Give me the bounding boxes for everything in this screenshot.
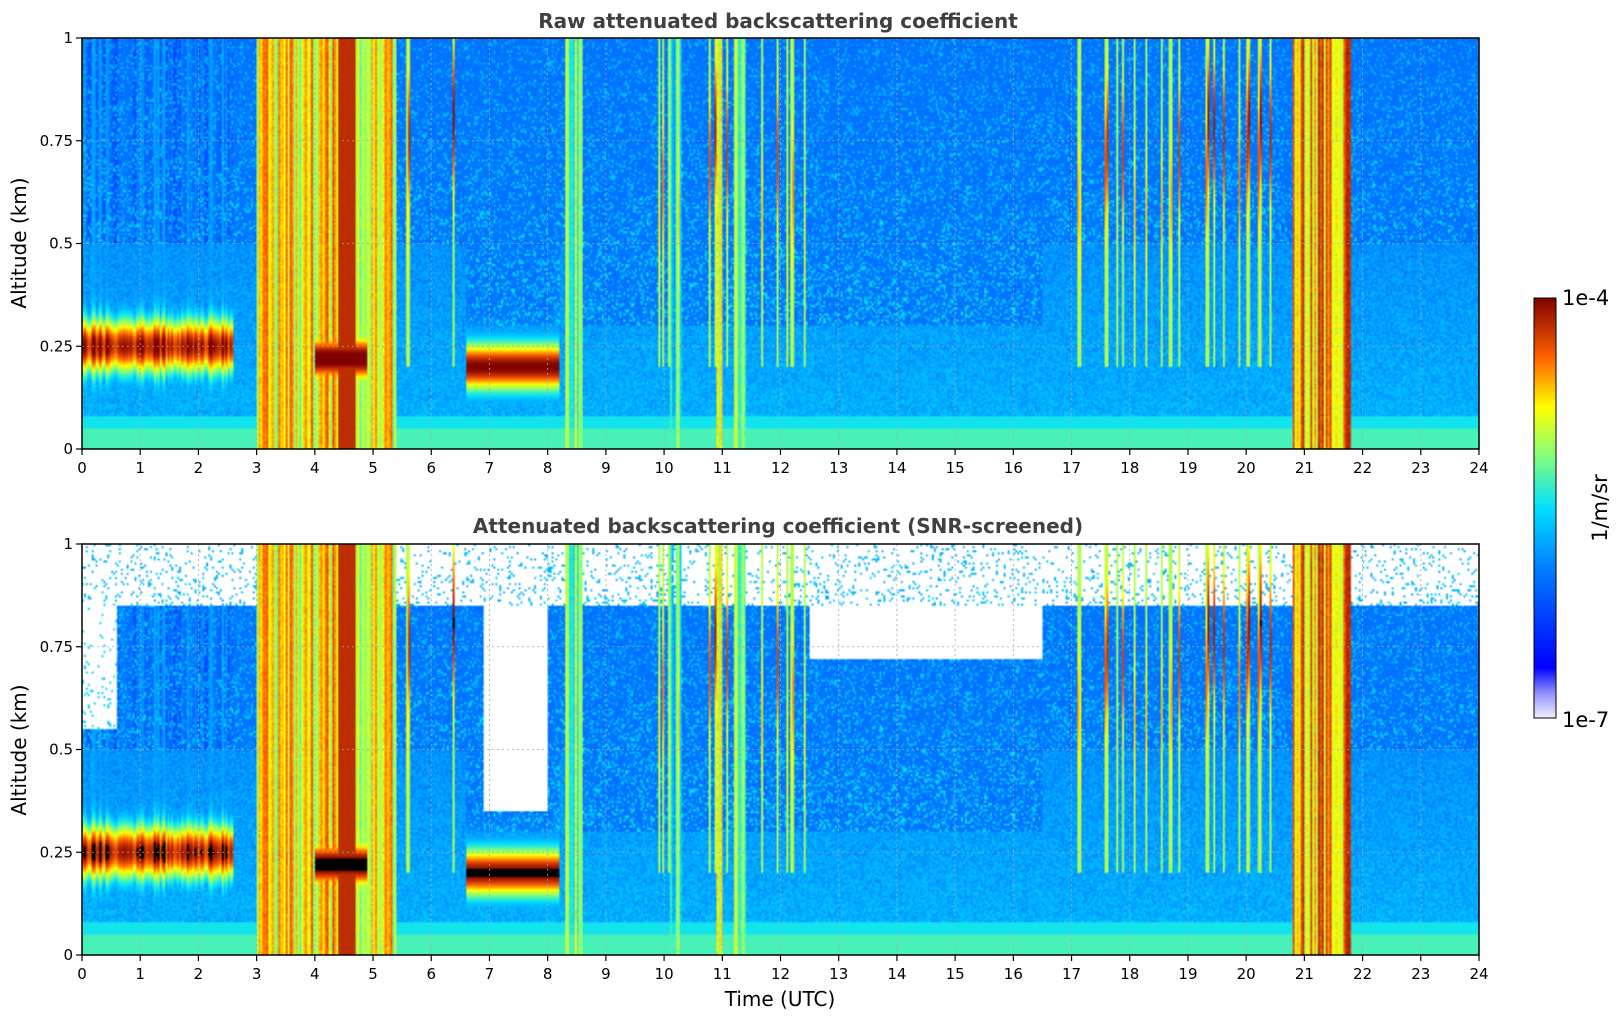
panel-raw: Raw attenuated backscattering coefficien…	[7, 9, 1489, 477]
x-tick-label: 21	[1295, 459, 1314, 477]
x-tick-label: 8	[543, 965, 553, 983]
x-tick-label: 19	[1178, 965, 1197, 983]
x-tick-label: 2	[194, 459, 204, 477]
x-tick-label: 22	[1353, 965, 1372, 983]
y-axis-label: Altitude (km)	[7, 177, 31, 308]
x-tick-label: 5	[368, 459, 378, 477]
x-tick-label: 19	[1178, 459, 1197, 477]
x-axis-label: Time (UTC)	[724, 987, 836, 1011]
y-tick-label: 0	[63, 946, 73, 964]
x-tick-label: 20	[1237, 459, 1256, 477]
x-tick-label: 4	[310, 965, 320, 983]
x-tick-label: 5	[368, 965, 378, 983]
x-tick-label: 12	[771, 459, 790, 477]
x-tick-label: 2	[194, 965, 204, 983]
x-tick-label: 7	[485, 459, 495, 477]
x-tick-label: 11	[713, 965, 732, 983]
x-tick-label: 24	[1469, 459, 1488, 477]
x-tick-label: 4	[310, 459, 320, 477]
y-tick-label: 0.25	[40, 337, 73, 355]
x-tick-label: 23	[1411, 459, 1430, 477]
x-tick-label: 7	[485, 965, 495, 983]
x-tick-label: 0	[77, 965, 87, 983]
x-tick-label: 15	[946, 459, 965, 477]
y-tick-label: 0.5	[49, 741, 73, 759]
y-tick-label: 0.75	[40, 132, 73, 150]
y-tick-label: 0.75	[40, 638, 73, 656]
x-tick-label: 1	[135, 965, 145, 983]
x-tick-label: 10	[655, 459, 674, 477]
y-tick-label: 1	[63, 535, 73, 553]
x-tick-label: 6	[426, 965, 436, 983]
x-tick-label: 15	[946, 965, 965, 983]
panel-title: Raw attenuated backscattering coefficien…	[538, 9, 1018, 33]
x-ticks: 0 1 2 3 4 5 6 7 8 9 10 11 12 13 14 15 16 17 18 19 20 21 22 23 24	[77, 955, 1489, 983]
x-tick-label: 16	[1004, 459, 1023, 477]
y-ticks: 0 0.25 0.5 0.75 1	[40, 535, 82, 964]
x-ticks: 0 1 2 3 4 5 6 7 8 9 10 11 12 13 14 15 16 17 18 19 20 21 22 23 24	[77, 449, 1489, 477]
x-tick-label: 10	[655, 965, 674, 983]
y-tick-label: 1	[63, 29, 73, 47]
x-tick-label: 3	[252, 965, 262, 983]
x-tick-label: 23	[1411, 965, 1430, 983]
x-tick-label: 24	[1469, 965, 1488, 983]
panel-title: Attenuated backscattering coefficient (S…	[473, 514, 1083, 538]
y-axis-label: Altitude (km)	[7, 684, 31, 815]
x-tick-label: 9	[601, 459, 611, 477]
x-tick-label: 21	[1295, 965, 1314, 983]
x-tick-label: 14	[887, 459, 906, 477]
y-ticks: 0 0.25 0.5 0.75 1	[40, 29, 82, 458]
y-tick-label: 0.25	[40, 843, 73, 861]
x-tick-label: 13	[829, 459, 848, 477]
x-tick-label: 18	[1120, 965, 1139, 983]
panel-screened: Attenuated backscattering coefficient (S…	[7, 514, 1489, 1011]
x-tick-label: 6	[426, 459, 436, 477]
x-tick-label: 11	[713, 459, 732, 477]
x-tick-label: 16	[1004, 965, 1023, 983]
colorbar-max-label: 1e-4	[1562, 286, 1609, 310]
x-tick-label: 0	[77, 459, 87, 477]
colorbar-gradient	[1533, 297, 1557, 719]
x-tick-label: 3	[252, 459, 262, 477]
x-tick-label: 17	[1062, 965, 1081, 983]
x-tick-label: 18	[1120, 459, 1139, 477]
colorbar-unit-label: 1/m/sr	[1588, 474, 1612, 542]
x-tick-label: 8	[543, 459, 553, 477]
colorbar-min-label: 1e-7	[1562, 708, 1609, 732]
x-tick-label: 12	[771, 965, 790, 983]
x-tick-label: 1	[135, 459, 145, 477]
y-tick-label: 0.5	[49, 235, 73, 253]
x-tick-label: 14	[887, 965, 906, 983]
colorbar: 1e-4 1e-7 1/m/sr	[1533, 286, 1612, 732]
x-tick-label: 13	[829, 965, 848, 983]
x-tick-label: 17	[1062, 459, 1081, 477]
x-tick-label: 20	[1237, 965, 1256, 983]
y-tick-label: 0	[63, 440, 73, 458]
x-tick-label: 9	[601, 965, 611, 983]
x-tick-label: 22	[1353, 459, 1372, 477]
